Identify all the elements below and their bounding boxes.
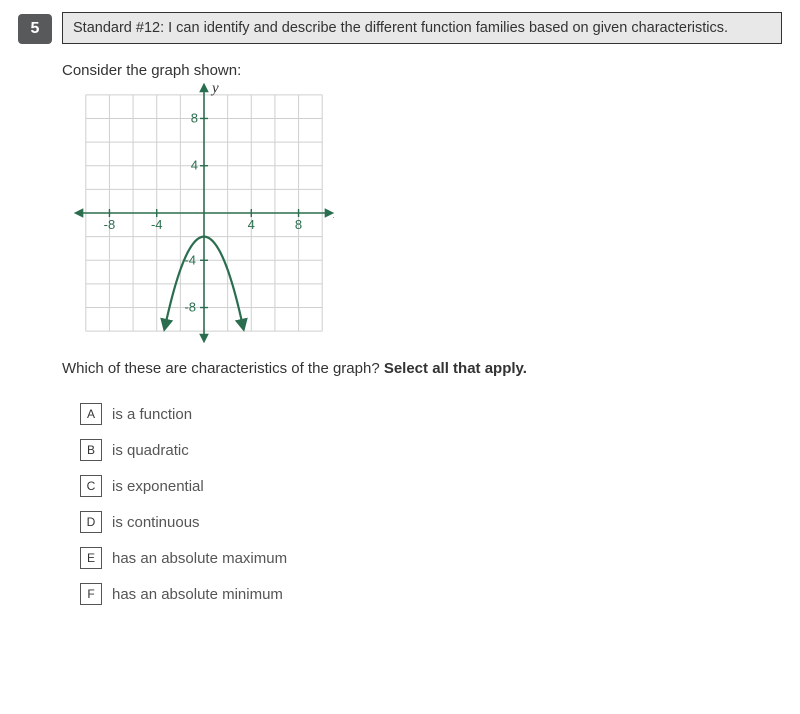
svg-text:8: 8 bbox=[191, 110, 198, 125]
svg-text:-8: -8 bbox=[184, 300, 196, 315]
svg-text:8: 8 bbox=[295, 217, 302, 232]
option-text: is continuous bbox=[112, 514, 200, 531]
option-row[interactable]: Cis exponential bbox=[80, 475, 782, 497]
question-header: 5 Standard #12: I can identify and descr… bbox=[18, 12, 782, 44]
svg-text:x: x bbox=[333, 206, 334, 222]
prompt-text: Consider the graph shown: bbox=[62, 62, 782, 79]
graph-container: -8-448-8-448xy bbox=[74, 83, 782, 348]
question-text: Which of these are characteristics of th… bbox=[62, 360, 782, 377]
svg-text:-4: -4 bbox=[151, 217, 163, 232]
option-letter-box[interactable]: F bbox=[80, 583, 102, 605]
question-content: Consider the graph shown: -8-448-8-448xy… bbox=[18, 62, 782, 605]
option-letter-box[interactable]: C bbox=[80, 475, 102, 497]
option-text: is a function bbox=[112, 406, 192, 423]
question-lead: Which of these are characteristics of th… bbox=[62, 360, 384, 377]
svg-text:4: 4 bbox=[191, 158, 198, 173]
standard-box: Standard #12: I can identify and describ… bbox=[62, 12, 782, 44]
option-row[interactable]: Fhas an absolute minimum bbox=[80, 583, 782, 605]
option-row[interactable]: Ais a function bbox=[80, 403, 782, 425]
svg-text:4: 4 bbox=[248, 217, 255, 232]
question-bold: Select all that apply. bbox=[384, 360, 527, 377]
option-row[interactable]: Bis quadratic bbox=[80, 439, 782, 461]
options-list: Ais a function Bis quadratic Cis exponenti… bbox=[62, 403, 782, 605]
option-text: has an absolute minimum bbox=[112, 586, 283, 603]
option-letter-box[interactable]: A bbox=[80, 403, 102, 425]
option-row[interactable]: Ehas an absolute maximum bbox=[80, 547, 782, 569]
option-letter-box[interactable]: B bbox=[80, 439, 102, 461]
option-letter-box[interactable]: D bbox=[80, 511, 102, 533]
question-number-badge: 5 bbox=[18, 14, 52, 44]
option-letter-box[interactable]: E bbox=[80, 547, 102, 569]
parabola-graph: -8-448-8-448xy bbox=[74, 83, 334, 343]
option-text: is exponential bbox=[112, 478, 204, 495]
option-text: has an absolute maximum bbox=[112, 550, 287, 567]
svg-text:-8: -8 bbox=[104, 217, 116, 232]
option-row[interactable]: Dis continuous bbox=[80, 511, 782, 533]
svg-text:y: y bbox=[210, 83, 219, 97]
option-text: is quadratic bbox=[112, 442, 189, 459]
